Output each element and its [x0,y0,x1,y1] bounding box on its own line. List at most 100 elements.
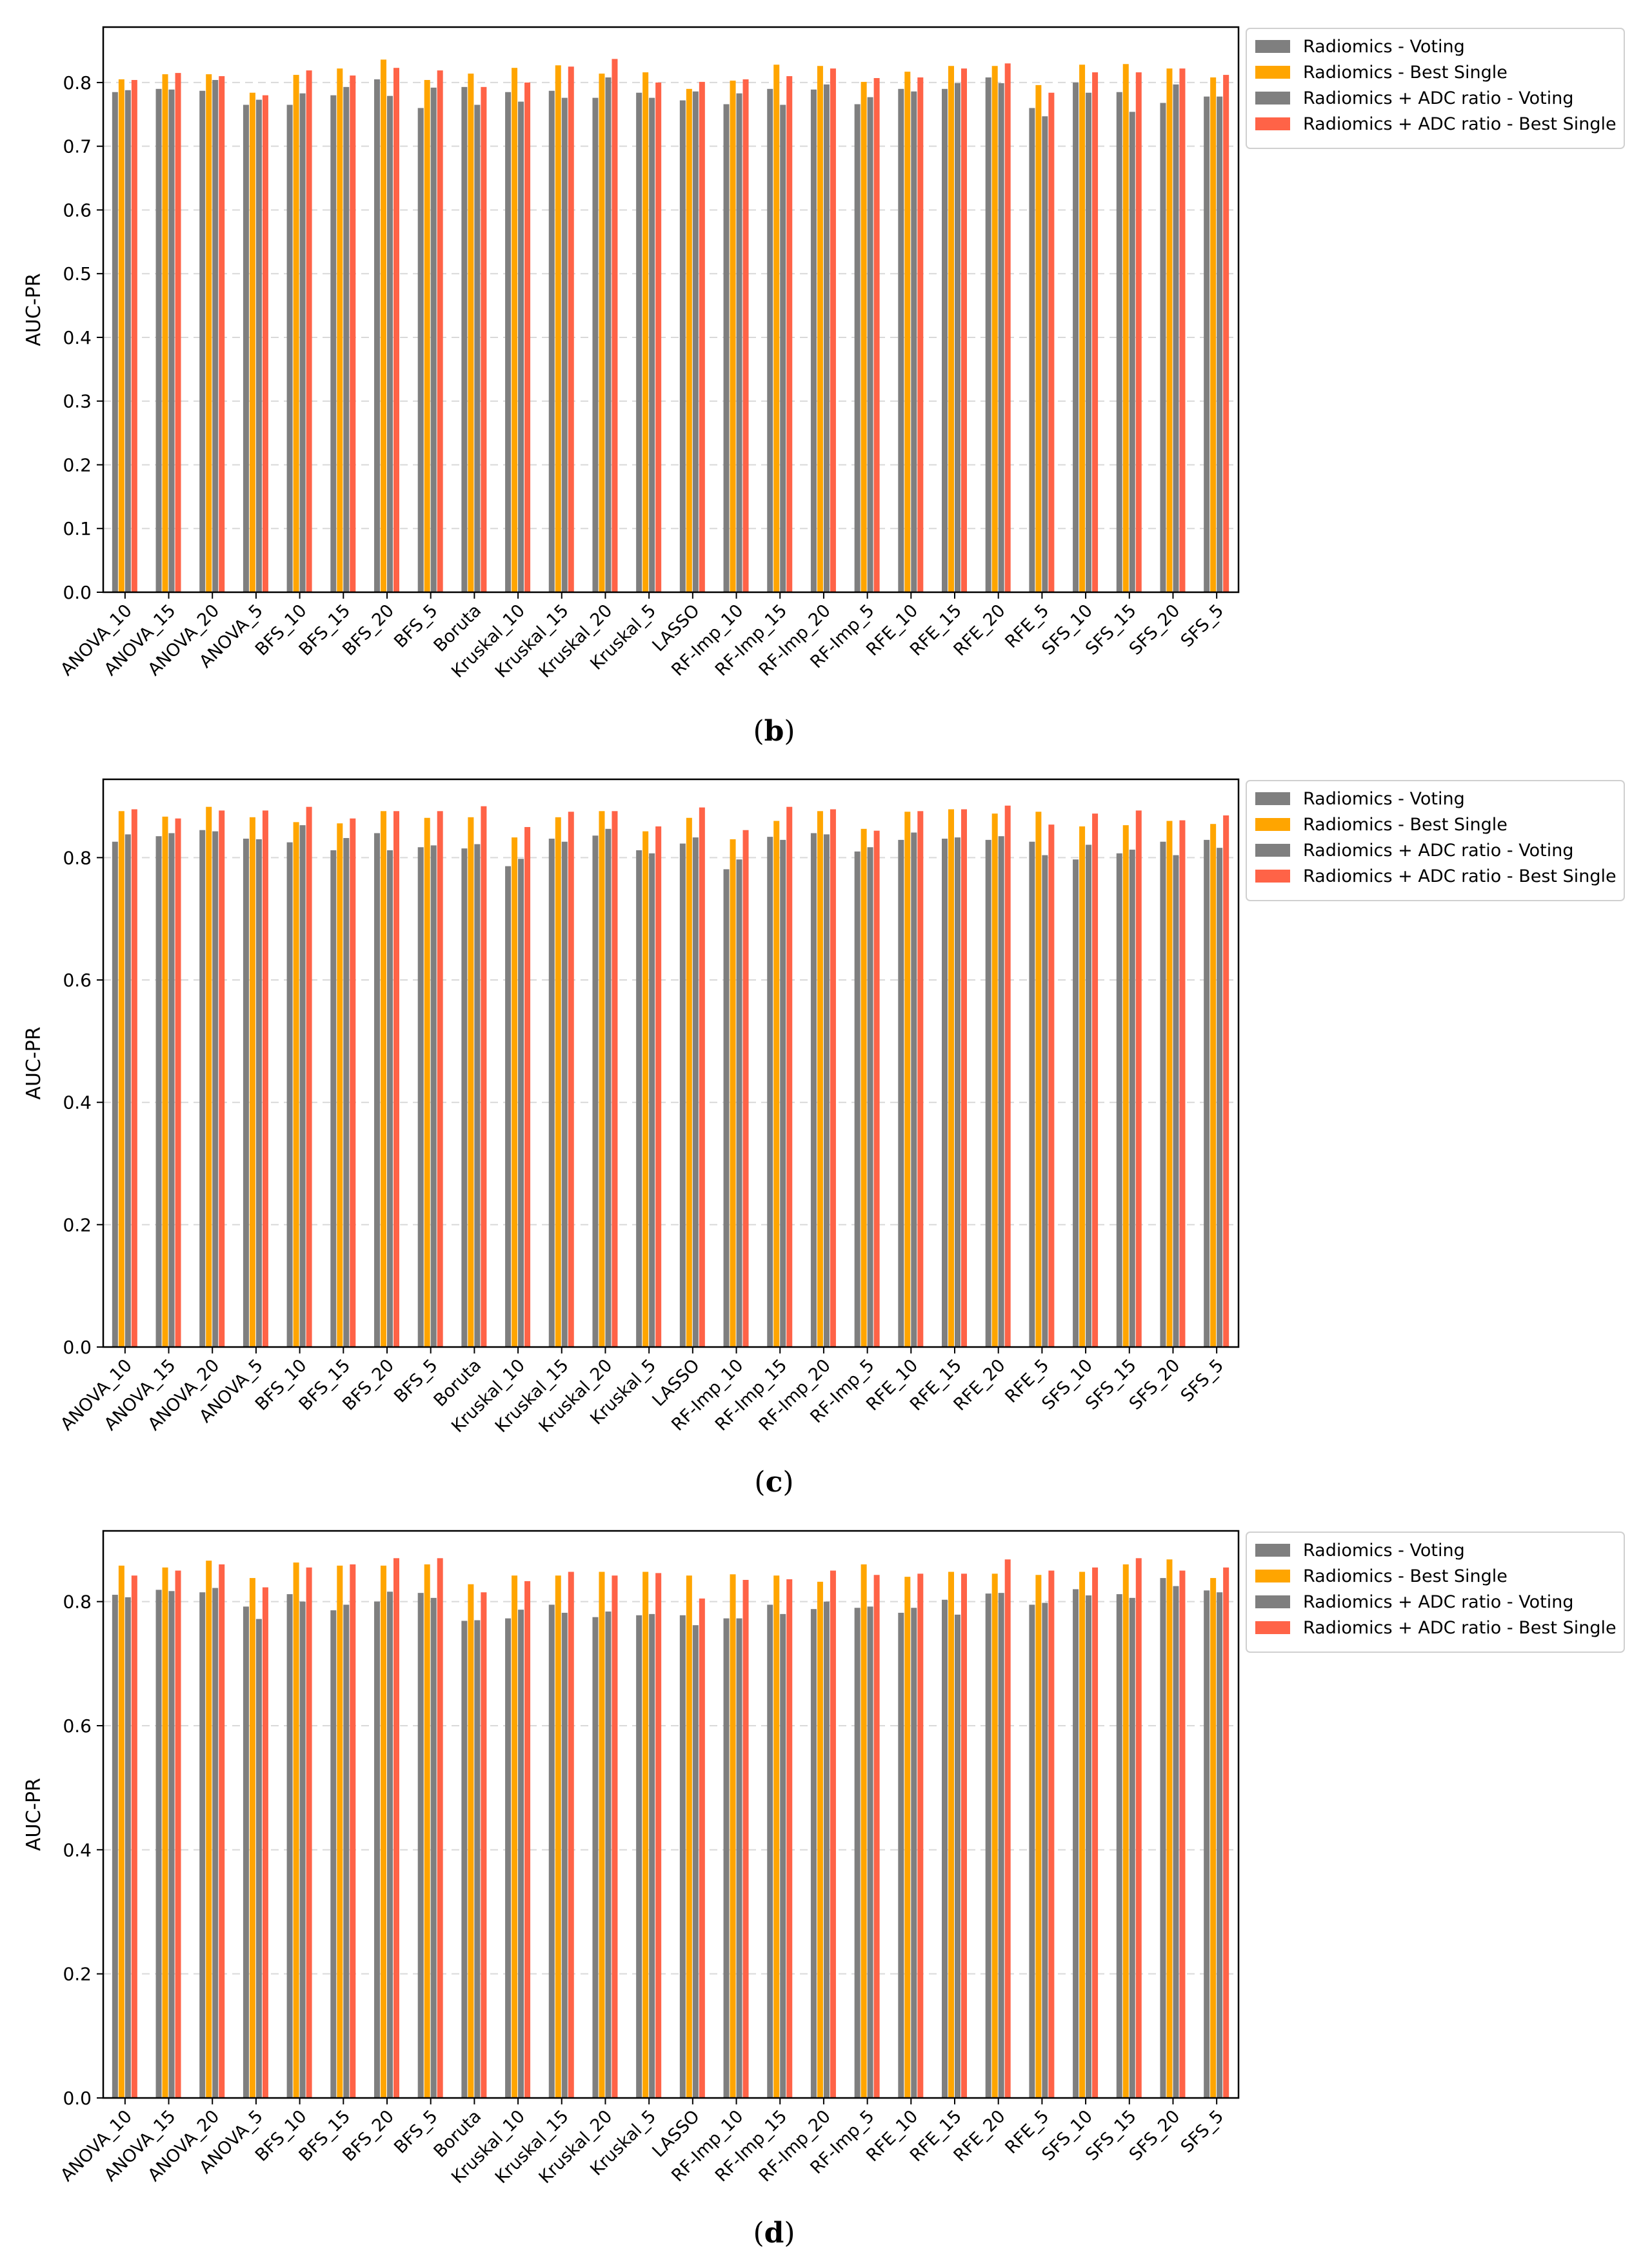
legend: Radiomics - Voting Radiomics - Best Singl… [1246,780,1625,901]
bar [1116,1594,1122,2098]
bar [1129,112,1135,593]
panel-letter: b [764,715,784,748]
bar [592,97,599,593]
bar [1122,825,1129,1347]
bar [1129,1597,1135,2098]
bar [1004,63,1011,593]
bar [424,79,430,592]
bar [1048,824,1055,1347]
bar [118,1565,124,2098]
bar [786,1579,793,2098]
bar [1179,1570,1186,2098]
bar [817,1581,823,2098]
bar [255,99,262,592]
bar [742,830,749,1347]
legend-swatch [1255,117,1290,130]
bar [350,1564,356,2098]
bar [175,1570,181,2098]
bar [1079,826,1086,1347]
bar [374,79,380,592]
chart-panel-b: 0.00.10.20.30.40.50.60.70.8ANOVA_10ANOVA… [23,26,1625,748]
bar [998,836,1004,1347]
bar [917,1573,924,2098]
bar [381,811,386,1347]
bar [861,81,867,593]
bar [168,833,175,1347]
bar [437,1558,443,2098]
bar [786,806,793,1347]
bar [424,1564,430,2098]
bar [206,1561,212,2098]
bar [817,811,823,1347]
bar [299,825,306,1347]
bar [873,830,880,1347]
bar [175,73,181,592]
bar [605,1612,612,2098]
bar [337,68,343,592]
bar [1173,1586,1179,2098]
bar [286,105,293,592]
bar [942,838,948,1347]
bar [212,1588,219,2098]
bar [655,826,662,1347]
bar [723,869,730,1347]
bar [1092,72,1099,592]
bar [1217,96,1223,592]
legend-entry: Radiomics - Best Single [1303,63,1508,83]
bar [374,1601,380,2098]
plot-frame [102,1530,1240,2099]
bar [991,1573,998,2098]
bar [948,1572,954,2098]
bar [961,68,967,592]
bar [723,104,730,592]
bar [505,866,512,1347]
bar [561,97,568,593]
bar [767,837,773,1347]
legend-entry: Radiomics + ADC ratio - Voting [1303,841,1573,861]
bar [437,70,443,592]
bar [299,93,306,592]
bar [917,77,924,593]
bar [175,818,181,1347]
bar [1179,68,1186,592]
bar [1204,1590,1210,2098]
bar [699,807,705,1347]
bar [1073,1589,1079,2098]
bar [337,1565,343,2098]
legend-entry: Radiomics + ADC ratio - Voting [1303,88,1573,108]
bar [162,816,168,1347]
bar [955,1614,960,2098]
bar [1029,841,1035,1347]
bar [219,76,225,592]
bar [1173,855,1179,1347]
bar [780,105,786,592]
bar [468,1584,474,2098]
bar [612,1575,618,2098]
y-tick-label: 0.2 [63,1964,92,1985]
y-tick-label: 0.4 [63,1092,92,1113]
bar [330,850,337,1347]
bar [612,59,618,592]
bar [343,838,350,1347]
legend-entry: Radiomics - Best Single [1303,815,1508,835]
bar [350,75,356,592]
bar [830,809,836,1347]
bar [1166,821,1173,1347]
bar [1160,1578,1166,2098]
y-axis-label: AUC-PR [23,273,45,346]
bar [212,831,219,1347]
bar [649,1613,655,2098]
bar [350,818,356,1347]
bar [293,1562,299,2098]
bar [1042,116,1048,593]
bar [199,830,206,1347]
y-tick-label: 0.4 [63,1839,92,1861]
bar [548,90,555,592]
bar [286,842,293,1347]
bar [112,841,118,1347]
bar [767,88,773,593]
bar [481,1592,487,2098]
bar [1004,1559,1011,2098]
bar [642,1572,649,2098]
bar [736,1618,742,2098]
